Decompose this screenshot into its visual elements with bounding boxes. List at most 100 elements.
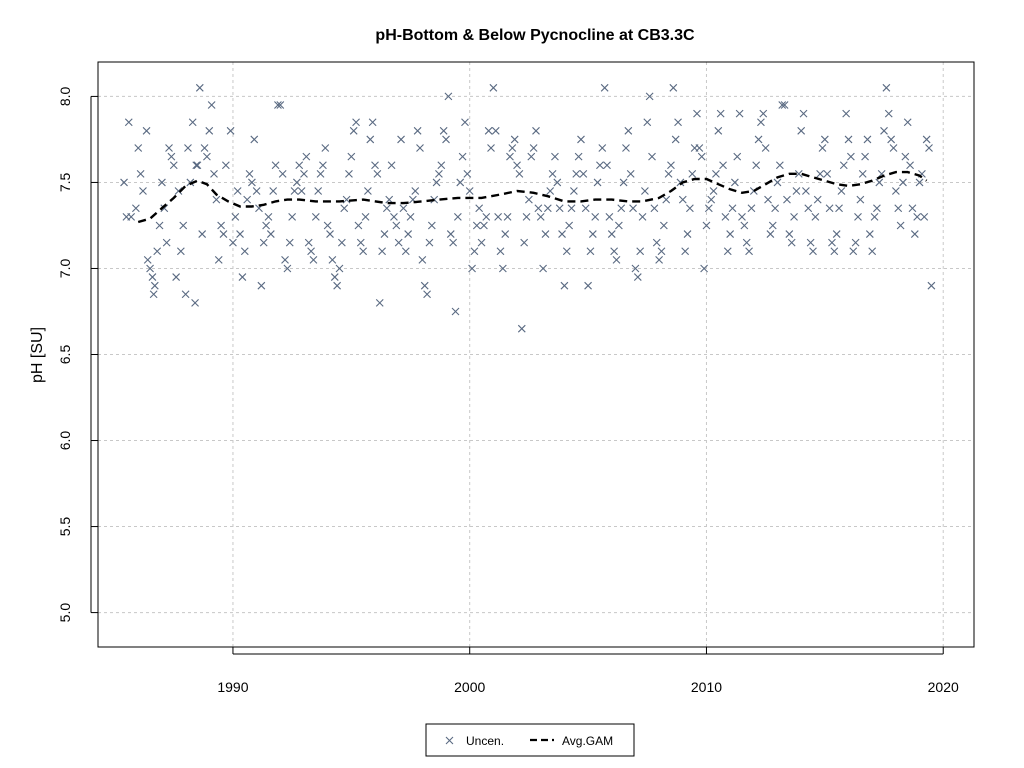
data-point: [238, 273, 247, 281]
data-point: [257, 281, 266, 290]
y-tick-label: 8.0: [57, 86, 73, 106]
data-point: [704, 204, 713, 213]
data-point: [378, 247, 386, 256]
data-point: [908, 204, 917, 213]
data-point: [707, 195, 716, 204]
data-point: [636, 247, 645, 256]
data-point: [304, 238, 313, 247]
data-point: [586, 247, 595, 256]
data-point: [825, 204, 834, 213]
data-point: [873, 204, 881, 213]
data-point: [674, 118, 682, 127]
data-point: [903, 118, 912, 127]
data-point: [553, 178, 562, 187]
data-point: [337, 238, 346, 247]
data-point: [899, 178, 907, 187]
data-point: [619, 178, 628, 187]
data-point: [664, 169, 673, 178]
data-point: [382, 204, 391, 213]
data-point: [667, 161, 675, 170]
data-point: [837, 187, 846, 195]
data-point: [702, 221, 711, 230]
data-point: [766, 230, 775, 238]
x-tick-label: 1990: [217, 679, 248, 695]
data-point: [709, 187, 718, 195]
data-point: [207, 101, 216, 109]
data-point: [416, 144, 424, 152]
data-point: [543, 204, 552, 213]
data-point: [882, 83, 891, 92]
data-point: [404, 230, 413, 238]
data-point: [605, 212, 614, 221]
data-point: [281, 255, 289, 264]
data-point: [188, 118, 197, 127]
data-point: [650, 204, 659, 213]
data-point: [437, 161, 446, 170]
data-point: [865, 230, 874, 238]
data-point: [612, 255, 621, 264]
grid-lines: [98, 62, 974, 647]
data-point: [527, 152, 536, 161]
data-point: [920, 212, 929, 221]
data-point: [804, 204, 813, 213]
data-point: [560, 281, 569, 290]
data-point: [854, 212, 862, 221]
data-point: [520, 238, 529, 247]
data-point: [726, 230, 735, 238]
data-point: [842, 109, 851, 118]
data-point: [598, 144, 607, 152]
data-point: [425, 238, 434, 247]
data-point: [757, 118, 765, 127]
data-point: [517, 324, 526, 333]
data-point: [816, 169, 824, 178]
data-point: [913, 212, 922, 221]
data-point: [643, 118, 652, 127]
data-point: [849, 247, 858, 256]
data-point: [655, 255, 664, 264]
data-point: [226, 126, 235, 135]
gam-line: [137, 170, 928, 224]
data-point: [399, 204, 408, 213]
data-point: [579, 169, 588, 178]
gam-path: [137, 170, 928, 224]
data-point: [922, 135, 931, 144]
data-point: [271, 161, 280, 170]
data-point: [292, 178, 301, 187]
data-point: [603, 161, 611, 170]
data-point: [146, 264, 154, 273]
data-point: [697, 152, 706, 161]
data-point: [477, 238, 486, 247]
data-point: [236, 230, 244, 238]
data-point: [631, 264, 640, 273]
data-point: [439, 126, 448, 135]
data-point: [198, 230, 207, 238]
data-point: [910, 230, 919, 238]
data-point: [446, 230, 455, 238]
data-point: [863, 135, 872, 144]
data-point: [828, 238, 836, 247]
data-point: [463, 169, 472, 178]
data-point: [546, 187, 555, 195]
data-point: [891, 187, 900, 195]
data-point: [266, 230, 275, 238]
data-point: [525, 195, 533, 204]
y-tick-label: 7.0: [57, 259, 73, 279]
data-point: [368, 118, 377, 127]
data-point: [783, 195, 791, 204]
data-point: [802, 187, 810, 195]
data-point: [773, 178, 782, 187]
data-point: [572, 169, 581, 178]
data-point: [302, 152, 311, 161]
data-point: [420, 281, 429, 290]
data-point: [435, 169, 443, 178]
data-point: [875, 178, 884, 187]
data-point: [162, 238, 171, 247]
data-point: [830, 247, 839, 256]
data-point: [581, 204, 590, 213]
data-point: [792, 187, 801, 195]
data-point: [657, 247, 666, 256]
data-point: [761, 144, 770, 152]
data-point: [778, 101, 787, 109]
data-point: [754, 135, 763, 144]
data-point: [482, 212, 491, 221]
